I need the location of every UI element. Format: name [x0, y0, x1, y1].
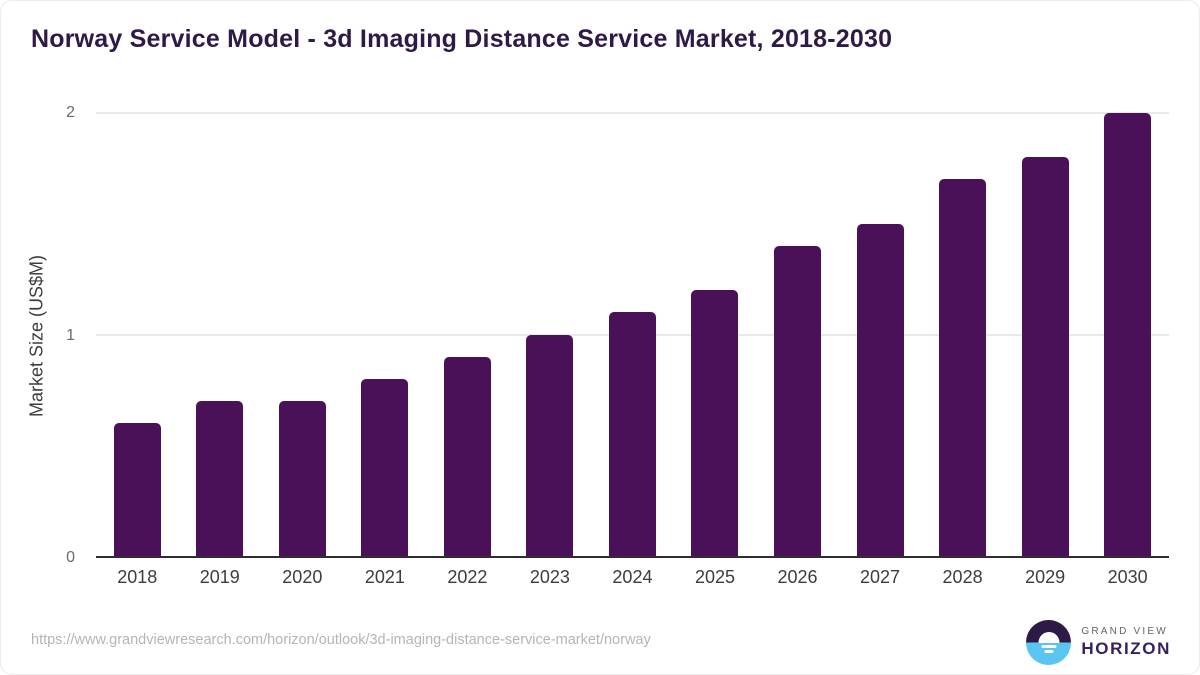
- logo-text-horizon: HORIZON: [1081, 639, 1171, 658]
- water-ripple-shape: [1041, 645, 1057, 648]
- x-label-2027: 2027: [860, 567, 901, 587]
- bar-slot-2019: [179, 113, 262, 556]
- x-label-2018: 2018: [117, 567, 158, 587]
- bar-2027: [856, 223, 904, 556]
- bar-slot-2028: [921, 113, 1004, 556]
- x-label-2023: 2023: [529, 567, 570, 587]
- x-label-2030: 2030: [1107, 567, 1148, 587]
- bar-2018: [113, 423, 161, 556]
- x-label-2021: 2021: [364, 567, 405, 587]
- bar-slot-2025: [674, 113, 757, 556]
- bar-2019: [196, 400, 244, 556]
- bar-2029: [1021, 157, 1069, 556]
- chart-title: Norway Service Model - 3d Imaging Distan…: [31, 25, 893, 53]
- bar-slot-2029: [1004, 113, 1087, 556]
- x-label-2019: 2019: [199, 567, 240, 587]
- x-label-2029: 2029: [1025, 567, 1066, 587]
- bar-2030: [1104, 113, 1152, 556]
- plot-area: [96, 112, 1169, 558]
- bar-slot-2024: [591, 113, 674, 556]
- x-axis-labels: 2018 2019 2020 2021 2022 2023 2024 2025 2026 2027…: [96, 567, 1169, 588]
- horizon-sun-icon: [1026, 620, 1072, 665]
- bar-2023: [526, 334, 574, 556]
- bar-slot-2018: [96, 113, 179, 556]
- bar-slot-2026: [756, 113, 839, 556]
- grand-view-horizon-logo: GRAND VIEW HORIZON: [1026, 620, 1171, 665]
- bar-slot-2023: [509, 113, 592, 556]
- bar-2024: [608, 312, 656, 556]
- y-tick-2: 2: [66, 104, 75, 121]
- sun-dome-shape: [1038, 631, 1060, 643]
- bar-2022: [443, 356, 491, 556]
- y-tick-0: 0: [66, 549, 75, 566]
- bar-slot-2030: [1086, 113, 1169, 556]
- x-label-2026: 2026: [777, 567, 818, 587]
- x-label-2020: 2020: [282, 567, 323, 587]
- x-label-2028: 2028: [942, 567, 983, 587]
- bar-2020: [278, 400, 326, 556]
- x-label-2022: 2022: [447, 567, 488, 587]
- x-label-2025: 2025: [694, 567, 735, 587]
- bar-2021: [361, 378, 409, 556]
- bar-slot-2022: [426, 113, 509, 556]
- x-label-2024: 2024: [612, 567, 653, 587]
- logo-text: GRAND VIEW HORIZON: [1081, 626, 1171, 659]
- logo-text-grand-view: GRAND VIEW: [1081, 626, 1168, 637]
- y-tick-1: 1: [66, 326, 75, 344]
- water-ripple-shape: [1044, 650, 1054, 653]
- bar-slot-2020: [261, 113, 344, 556]
- bar-2026: [774, 245, 822, 556]
- bar-slot-2021: [344, 113, 427, 556]
- gridline-2: [96, 112, 1169, 114]
- source-url: https://www.grandviewresearch.com/horizo…: [31, 632, 651, 648]
- bar-slot-2027: [839, 113, 922, 556]
- bar-2028: [939, 179, 987, 556]
- bar-2025: [691, 290, 739, 556]
- y-axis-ticks: 0 1 2: [1, 104, 85, 566]
